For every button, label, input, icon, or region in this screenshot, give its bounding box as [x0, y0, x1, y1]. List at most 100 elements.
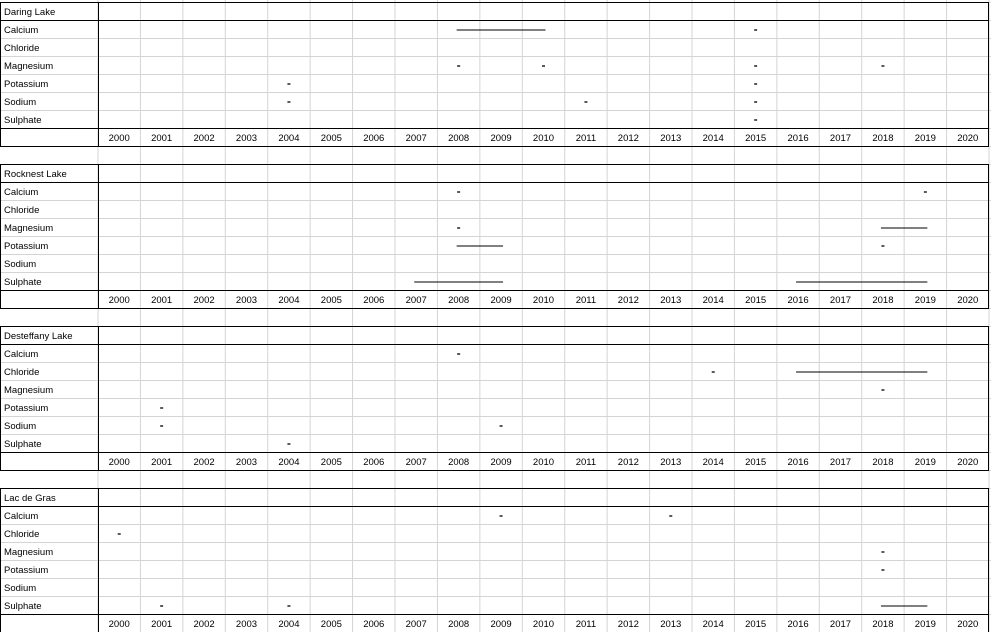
lake-block-frame [0, 326, 989, 471]
year-tick-label: 2000 [109, 133, 130, 144]
year-tick-label: 2012 [618, 619, 639, 630]
year-tick-label: 2010 [533, 295, 554, 306]
lake-block-frame [0, 488, 989, 632]
year-tick-label: 2013 [660, 133, 681, 144]
year-tick-label: 2011 [576, 619, 596, 630]
year-tick-label: 2018 [872, 133, 893, 144]
year-tick-label: 2004 [278, 619, 299, 630]
parameter-label: Chloride [4, 205, 39, 216]
year-tick-label: 2006 [363, 619, 384, 630]
parameter-label: Sulphate [4, 439, 42, 450]
year-tick-label: 2019 [915, 457, 936, 468]
year-tick-label: 2010 [533, 457, 554, 468]
parameter-label: Sulphate [4, 277, 42, 288]
parameter-label: Potassium [4, 403, 48, 414]
parameter-label: Sodium [4, 97, 36, 108]
year-tick-label: 2004 [278, 457, 299, 468]
year-tick-label: 2001 [151, 619, 172, 630]
lake-title: Desteffany Lake [4, 331, 72, 342]
year-tick-label: 2015 [745, 133, 766, 144]
year-tick-label: 2002 [194, 619, 215, 630]
year-tick-label: 2018 [872, 619, 893, 630]
year-tick-label: 2019 [915, 619, 936, 630]
parameter-label: Sodium [4, 259, 36, 270]
year-tick-label: 2016 [788, 133, 809, 144]
parameter-label: Potassium [4, 241, 48, 252]
parameter-label: Magnesium [4, 547, 53, 558]
parameter-label: Calcium [4, 187, 38, 198]
year-tick-label: 2001 [151, 457, 172, 468]
parameter-label: Calcium [4, 349, 38, 360]
year-tick-label: 2012 [618, 457, 639, 468]
parameter-label: Chloride [4, 43, 39, 54]
parameter-label: Chloride [4, 529, 39, 540]
lake-title: Daring Lake [4, 7, 55, 18]
year-tick-label: 2006 [363, 133, 384, 144]
year-tick-label: 2010 [533, 133, 554, 144]
year-tick-label: 2007 [406, 133, 427, 144]
year-tick-label: 2019 [915, 295, 936, 306]
year-tick-label: 2013 [660, 457, 681, 468]
year-tick-label: 2005 [321, 457, 342, 468]
parameter-label: Sodium [4, 583, 36, 594]
year-tick-label: 2014 [703, 619, 724, 630]
year-tick-label: 2005 [321, 295, 342, 306]
year-tick-label: 2001 [151, 295, 172, 306]
year-tick-label: 2009 [491, 619, 512, 630]
year-tick-label: 2016 [788, 619, 809, 630]
lake-block-3: Lac de Gras Calcium Chloride Magnesium Potas… [0, 488, 989, 632]
year-tick-label: 2013 [660, 619, 681, 630]
year-tick-label: 2020 [957, 133, 978, 144]
year-tick-label: 2018 [872, 295, 893, 306]
year-tick-label: 2020 [957, 619, 978, 630]
year-tick-label: 2001 [151, 133, 172, 144]
year-tick-label: 2010 [533, 619, 554, 630]
year-tick-label: 2015 [745, 457, 766, 468]
year-tick-label: 2006 [363, 295, 384, 306]
year-tick-label: 2011 [576, 295, 596, 306]
lake-title: Lac de Gras [4, 493, 56, 504]
parameter-label: Potassium [4, 565, 48, 576]
parameter-label: Sulphate [4, 601, 42, 612]
year-tick-label: 2000 [109, 619, 130, 630]
year-tick-label: 2004 [278, 133, 299, 144]
lake-block-frame [0, 2, 989, 147]
year-tick-label: 2008 [448, 457, 469, 468]
parameter-label: Magnesium [4, 61, 53, 72]
year-tick-label: 2012 [618, 295, 639, 306]
year-tick-label: 2008 [448, 295, 469, 306]
year-tick-label: 2003 [236, 619, 257, 630]
year-tick-label: 2008 [448, 619, 469, 630]
year-tick-label: 2014 [703, 133, 724, 144]
year-tick-label: 2000 [109, 295, 130, 306]
year-tick-label: 2017 [830, 619, 851, 630]
year-tick-label: 2006 [363, 457, 384, 468]
year-tick-label: 2005 [321, 133, 342, 144]
year-tick-label: 2011 [576, 133, 596, 144]
year-tick-label: 2016 [788, 457, 809, 468]
year-tick-label: 2016 [788, 295, 809, 306]
year-tick-label: 2020 [957, 295, 978, 306]
parameter-label: Calcium [4, 511, 38, 522]
parameter-label: Magnesium [4, 223, 53, 234]
lake-block-frame [0, 164, 989, 309]
year-tick-label: 2009 [491, 133, 512, 144]
year-tick-label: 2004 [278, 295, 299, 306]
year-tick-label: 2002 [194, 133, 215, 144]
lake-title: Rocknest Lake [4, 169, 67, 180]
year-tick-label: 2017 [830, 133, 851, 144]
year-tick-label: 2000 [109, 457, 130, 468]
year-tick-label: 2013 [660, 295, 681, 306]
lake-block-1: Rocknest Lake Calcium Chloride Magnesium Pot… [0, 164, 989, 309]
year-tick-label: 2007 [406, 457, 427, 468]
year-tick-label: 2019 [915, 133, 936, 144]
year-tick-label: 2003 [236, 295, 257, 306]
lake-block-0: Daring Lake Calcium Chloride Magnesium Potas… [0, 2, 989, 147]
year-tick-label: 2003 [236, 457, 257, 468]
year-tick-label: 2007 [406, 619, 427, 630]
year-tick-label: 2003 [236, 133, 257, 144]
year-tick-label: 2008 [448, 133, 469, 144]
year-tick-label: 2012 [618, 133, 639, 144]
year-tick-label: 2009 [491, 295, 512, 306]
